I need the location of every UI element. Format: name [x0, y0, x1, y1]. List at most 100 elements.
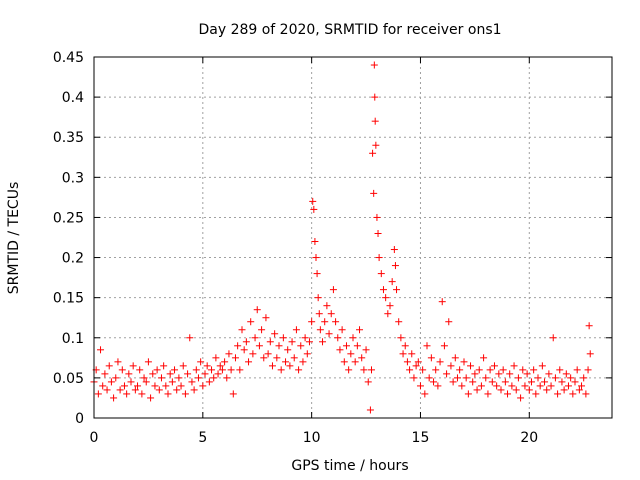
data-point [125, 370, 133, 378]
data-point [245, 358, 253, 366]
data-point [534, 374, 542, 382]
data-point [512, 386, 520, 394]
data-point [347, 350, 355, 358]
data-point [105, 362, 113, 370]
data-point [469, 378, 477, 386]
data-point [329, 286, 337, 294]
data-point [212, 354, 220, 362]
data-point [120, 382, 128, 390]
data-point [427, 354, 435, 362]
data-point [373, 213, 381, 221]
data-point [562, 370, 570, 378]
data-point [410, 374, 418, 382]
data-point [253, 306, 261, 314]
data-point [338, 326, 346, 334]
data-point [390, 246, 398, 254]
data-point [153, 366, 161, 374]
y-tick-label: 0.1 [62, 331, 84, 347]
data-point [184, 370, 192, 378]
data-point [290, 354, 298, 362]
data-point [315, 310, 323, 318]
data-point [391, 262, 399, 270]
data-point [477, 382, 485, 390]
data-point [134, 382, 142, 390]
data-point [377, 270, 385, 278]
data-point [480, 354, 488, 362]
data-point [358, 354, 366, 362]
data-point [443, 370, 451, 378]
data-point [353, 342, 361, 350]
data-point [467, 362, 475, 370]
data-point [107, 378, 115, 386]
data-point [451, 354, 459, 362]
data-point [247, 318, 255, 326]
data-point [316, 326, 324, 334]
data-point [349, 334, 357, 342]
data-point [234, 342, 242, 350]
x-tick-label: 0 [90, 430, 99, 446]
data-point [308, 318, 316, 326]
data-point [523, 370, 531, 378]
data-point [242, 338, 250, 346]
x-tick-label: 20 [520, 430, 538, 446]
data-point [384, 310, 392, 318]
data-point [273, 354, 281, 362]
data-point [194, 374, 202, 382]
data-point [495, 370, 503, 378]
data-point [251, 334, 259, 342]
data-point [582, 390, 590, 398]
data-point [408, 350, 416, 358]
data-point [488, 378, 496, 386]
data-point [406, 366, 414, 374]
data-point [157, 374, 165, 382]
data-point [464, 390, 472, 398]
data-point [310, 205, 318, 213]
data-point [210, 374, 218, 382]
data-point [279, 334, 287, 342]
data-point [197, 358, 205, 366]
data-point [314, 294, 322, 302]
data-point [218, 366, 226, 374]
y-tick-label: 0.2 [62, 251, 84, 267]
data-point [569, 390, 577, 398]
data-point [370, 189, 378, 197]
data-point [584, 366, 592, 374]
y-tick-label: 0.45 [53, 50, 84, 66]
y-tick-label: 0 [75, 411, 84, 427]
data-point [214, 370, 222, 378]
y-tick-label: 0.15 [53, 291, 84, 307]
data-point [434, 382, 442, 390]
data-point [399, 350, 407, 358]
data-point [374, 229, 382, 237]
data-point [271, 330, 279, 338]
data-point [292, 326, 300, 334]
data-point [221, 358, 229, 366]
data-point [364, 378, 372, 386]
data-point [305, 338, 313, 346]
data-points [90, 61, 594, 414]
data-point [586, 350, 594, 358]
data-point [460, 358, 468, 366]
data-point [295, 366, 303, 374]
data-point [554, 390, 562, 398]
data-point [127, 378, 135, 386]
data-point [370, 61, 378, 69]
data-point [110, 394, 118, 402]
data-point [375, 254, 383, 262]
data-point [580, 374, 588, 382]
data-point [412, 362, 420, 370]
data-point [532, 390, 540, 398]
data-point [372, 141, 380, 149]
data-point [345, 366, 353, 374]
data-point [147, 394, 155, 402]
data-point [311, 238, 319, 246]
data-point [264, 350, 272, 358]
data-point [508, 382, 516, 390]
data-point [151, 382, 159, 390]
data-point [162, 382, 170, 390]
data-point [231, 354, 239, 362]
data-point [171, 366, 179, 374]
data-point [493, 382, 501, 390]
data-point [551, 374, 559, 382]
